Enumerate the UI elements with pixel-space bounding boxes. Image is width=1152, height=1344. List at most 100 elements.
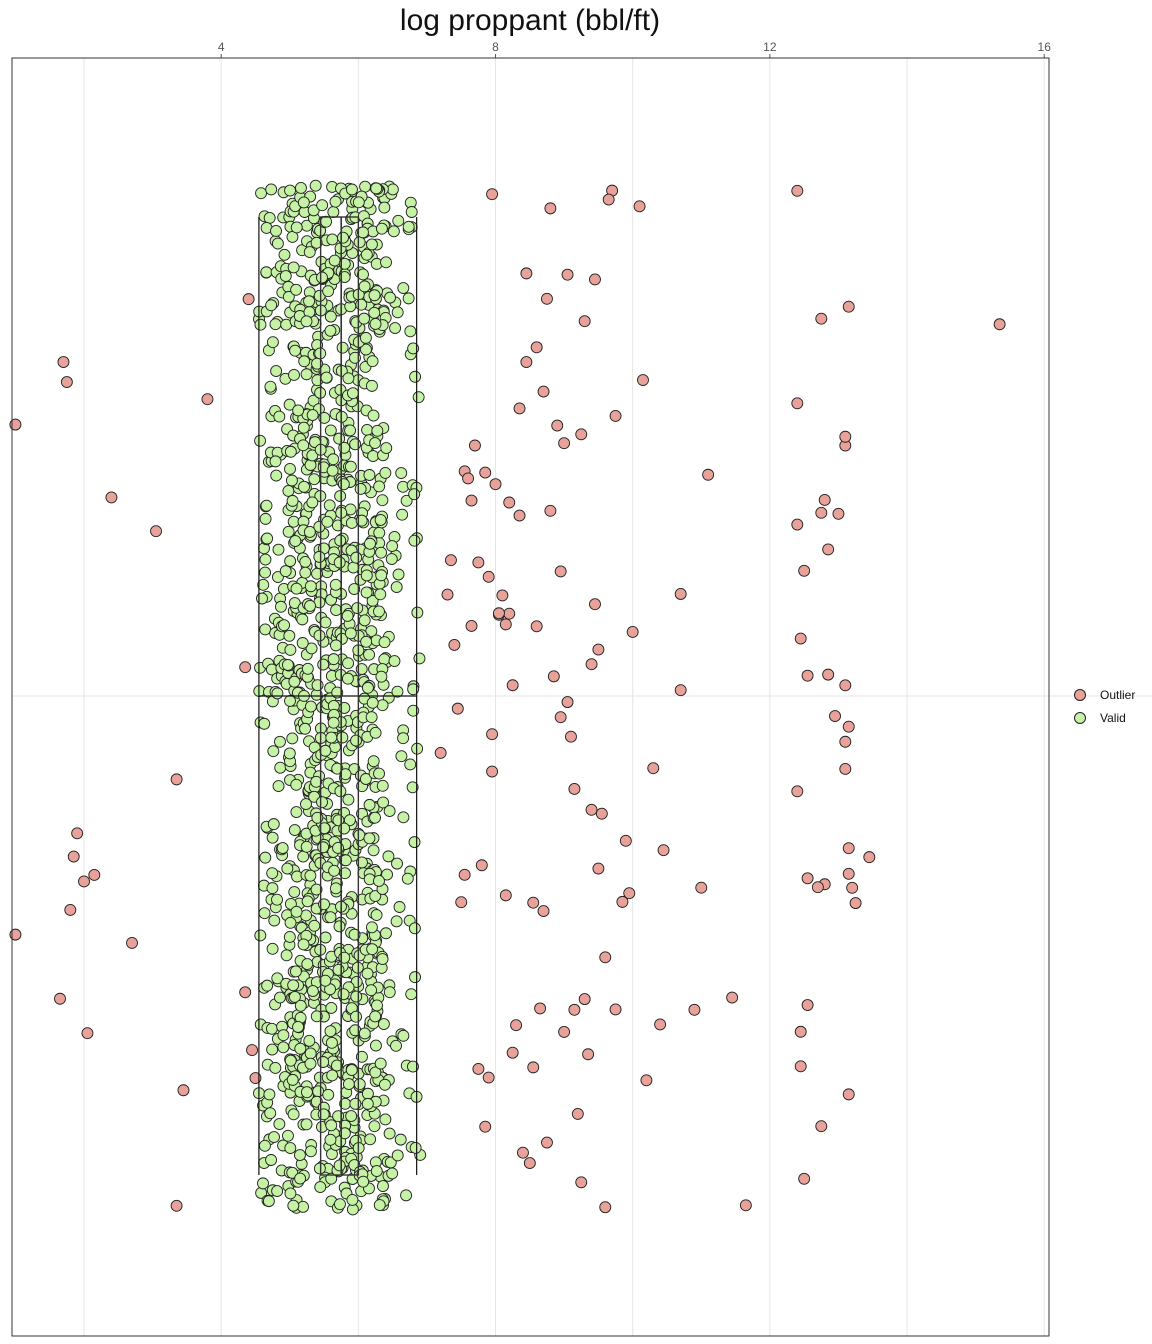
valid-point bbox=[294, 1149, 306, 1162]
outlier-point bbox=[565, 730, 577, 743]
outlier-point bbox=[674, 588, 687, 600]
valid-point bbox=[333, 1159, 346, 1172]
valid-point bbox=[409, 370, 422, 383]
valid-point bbox=[266, 882, 279, 895]
valid-point bbox=[300, 368, 313, 381]
tick-label: 16 bbox=[1038, 40, 1052, 54]
valid-point bbox=[341, 610, 354, 622]
valid-point bbox=[363, 469, 376, 481]
valid-point bbox=[286, 494, 299, 507]
valid-point bbox=[303, 295, 316, 308]
outlier-point bbox=[599, 951, 612, 964]
outlier-point bbox=[798, 1172, 811, 1185]
outlier-point bbox=[530, 341, 543, 354]
valid-point bbox=[371, 999, 383, 1012]
valid-point bbox=[402, 220, 415, 233]
valid-point bbox=[390, 1039, 402, 1052]
valid-point bbox=[259, 851, 272, 864]
valid-point bbox=[395, 750, 408, 763]
valid-point bbox=[359, 180, 372, 193]
valid-point bbox=[334, 534, 347, 547]
valid-point bbox=[254, 434, 267, 447]
valid-point bbox=[360, 343, 372, 356]
outlier-point bbox=[647, 762, 660, 775]
valid-point bbox=[329, 578, 342, 591]
valid-point bbox=[316, 796, 328, 809]
outlier-point bbox=[541, 1136, 553, 1149]
valid-point bbox=[313, 1162, 326, 1175]
valid-point bbox=[255, 187, 268, 200]
valid-point bbox=[296, 637, 309, 649]
outlier-point bbox=[458, 868, 471, 881]
valid-point bbox=[358, 280, 371, 293]
outlier-point bbox=[537, 385, 550, 398]
valid-point bbox=[378, 201, 391, 214]
valid-point bbox=[318, 412, 331, 424]
outlier-point bbox=[791, 397, 804, 410]
valid-point bbox=[361, 423, 374, 436]
valid-point bbox=[284, 916, 297, 929]
valid-point bbox=[338, 951, 351, 964]
outlier-point bbox=[482, 1071, 495, 1084]
valid-point bbox=[357, 1175, 370, 1188]
outlier-point bbox=[475, 859, 488, 872]
valid-point bbox=[405, 988, 418, 1001]
outlier-point bbox=[510, 1019, 523, 1032]
valid-point bbox=[267, 745, 280, 758]
valid-point bbox=[366, 943, 379, 956]
valid-point bbox=[408, 534, 421, 547]
valid-point bbox=[350, 990, 363, 1003]
outlier-point bbox=[815, 1120, 828, 1133]
valid-point bbox=[387, 225, 400, 238]
valid-point bbox=[272, 543, 285, 556]
valid-point bbox=[333, 556, 346, 569]
outlier-point bbox=[575, 1176, 588, 1189]
outlier-point bbox=[654, 1018, 667, 1031]
valid-point bbox=[342, 657, 355, 670]
valid-point bbox=[392, 214, 405, 227]
valid-point bbox=[334, 785, 347, 798]
outlier-point bbox=[863, 851, 876, 864]
valid-point bbox=[329, 882, 342, 895]
outlier-point bbox=[637, 374, 649, 387]
valid-point bbox=[375, 546, 388, 559]
valid-point bbox=[304, 580, 317, 593]
valid-point bbox=[288, 597, 301, 610]
valid-point bbox=[391, 857, 403, 870]
outlier-point bbox=[832, 507, 845, 520]
valid-point bbox=[369, 437, 381, 449]
outlier-point bbox=[239, 661, 252, 674]
outlier-point bbox=[54, 992, 66, 1005]
outlier-point bbox=[794, 1060, 807, 1073]
valid-point bbox=[330, 1059, 343, 1072]
valid-point bbox=[361, 967, 374, 980]
valid-point bbox=[294, 1042, 307, 1055]
outlier-point bbox=[846, 881, 859, 894]
outlier-point bbox=[801, 872, 814, 885]
valid-point bbox=[322, 285, 335, 298]
valid-point bbox=[355, 1050, 368, 1063]
valid-point bbox=[380, 442, 393, 454]
valid-point bbox=[384, 1156, 397, 1169]
valid-point bbox=[365, 238, 378, 251]
valid-point bbox=[339, 768, 352, 781]
outlier-point bbox=[839, 763, 852, 775]
outlier-point bbox=[842, 720, 855, 733]
outlier-point bbox=[568, 1003, 581, 1016]
valid-point bbox=[344, 424, 357, 437]
valid-point bbox=[338, 257, 351, 270]
outlier-point bbox=[993, 318, 1006, 331]
valid-point bbox=[320, 215, 333, 228]
valid-point bbox=[397, 480, 410, 493]
outlier-point bbox=[839, 735, 852, 748]
outlier-point bbox=[486, 188, 499, 201]
valid-point bbox=[278, 619, 291, 632]
valid-point bbox=[371, 424, 384, 437]
outlier-point bbox=[520, 356, 533, 368]
valid-point bbox=[365, 711, 378, 724]
outlier-point bbox=[547, 670, 560, 683]
valid-point bbox=[300, 840, 313, 853]
valid-point bbox=[373, 526, 386, 539]
valid-point bbox=[311, 567, 323, 580]
valid-point bbox=[408, 836, 421, 849]
